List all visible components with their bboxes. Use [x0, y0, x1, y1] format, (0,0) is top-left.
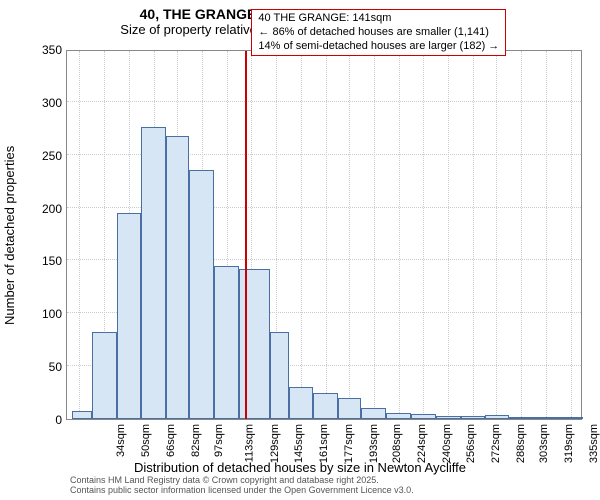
- reference-line: [245, 51, 247, 419]
- histogram-bar: [361, 408, 386, 419]
- ytick-label: 350: [34, 43, 62, 57]
- xtick-label: 177sqm: [343, 424, 355, 463]
- annotation-box: 40 THE GRANGE: 141sqm← 86% of detached h…: [251, 9, 506, 56]
- xtick-label: 208sqm: [391, 424, 403, 463]
- annotation-line: 40 THE GRANGE: 141sqm: [258, 12, 499, 26]
- ytick-label: 250: [34, 149, 62, 163]
- gridline-v: [349, 51, 350, 419]
- histogram-bar: [117, 213, 142, 419]
- xtick-label: 335sqm: [588, 424, 600, 463]
- xtick-label: 113sqm: [243, 424, 255, 462]
- xtick-label: 82sqm: [190, 424, 202, 457]
- attribution: Contains HM Land Registry data © Crown c…: [70, 476, 414, 496]
- xtick-label: 240sqm: [441, 424, 453, 463]
- xtick-label: 224sqm: [416, 424, 428, 463]
- gridline-v: [326, 51, 327, 419]
- xtick-label: 66sqm: [165, 424, 177, 457]
- histogram-bar: [214, 266, 239, 419]
- xtick-label: 145sqm: [294, 424, 306, 463]
- xtick-label: 193sqm: [368, 424, 380, 463]
- gridline-v: [546, 51, 547, 419]
- ytick-label: 200: [34, 202, 62, 216]
- gridline-v: [374, 51, 375, 419]
- gridline-v: [301, 51, 302, 419]
- xtick-label: 272sqm: [490, 424, 502, 463]
- histogram-bar: [141, 127, 166, 419]
- ytick-label: 50: [34, 360, 62, 374]
- histogram-bar: [338, 398, 361, 419]
- histogram-bar: [72, 411, 92, 419]
- gridline-v: [399, 51, 400, 419]
- gridline-v: [423, 51, 424, 419]
- histogram-bar: [485, 415, 508, 419]
- annotation-line: ← 86% of detached houses are smaller (1,…: [258, 26, 499, 40]
- xtick-label: 288sqm: [515, 424, 527, 463]
- histogram-bar: [436, 416, 461, 419]
- histogram-bar: [386, 413, 411, 419]
- histogram-bar: [461, 416, 486, 419]
- gridline-v: [448, 51, 449, 419]
- xtick-label: 97sqm: [213, 424, 225, 457]
- ytick-label: 0: [34, 413, 62, 427]
- histogram-bar: [166, 136, 189, 419]
- gridline-v: [571, 51, 572, 419]
- ytick-label: 100: [34, 307, 62, 321]
- ytick-label: 150: [34, 254, 62, 268]
- gridline-v: [521, 51, 522, 419]
- histogram-bar: [558, 417, 583, 419]
- histogram-plot: 40 THE GRANGE: 141sqm← 86% of detached h…: [66, 50, 582, 420]
- xtick-label: 161sqm: [318, 424, 330, 463]
- ytick-label: 300: [34, 96, 62, 110]
- histogram-bar: [92, 332, 117, 419]
- xtick-label: 319sqm: [563, 424, 575, 463]
- gridline-v: [473, 51, 474, 419]
- xtick-label: 256sqm: [466, 424, 478, 463]
- attribution-line: Contains public sector information licen…: [70, 486, 414, 496]
- histogram-bar: [189, 170, 214, 419]
- xtick-label: 303sqm: [538, 424, 550, 463]
- x-axis-label: Distribution of detached houses by size …: [0, 460, 600, 475]
- annotation-line: 14% of semi-detached houses are larger (…: [258, 40, 499, 54]
- y-axis-label: Number of detached properties: [2, 145, 17, 324]
- xtick-label: 34sqm: [115, 424, 127, 457]
- xtick-label: 50sqm: [140, 424, 152, 457]
- histogram-bar: [270, 332, 289, 419]
- histogram-bar: [411, 414, 436, 419]
- gridline-h: [67, 101, 581, 102]
- xtick-label: 129sqm: [269, 424, 281, 463]
- histogram-bar: [509, 417, 534, 419]
- histogram-bar: [289, 387, 314, 419]
- gridline-v: [496, 51, 497, 419]
- histogram-bar: [533, 417, 558, 419]
- gridline-v: [79, 51, 80, 419]
- histogram-bar: [239, 269, 270, 419]
- histogram-bar: [313, 393, 338, 419]
